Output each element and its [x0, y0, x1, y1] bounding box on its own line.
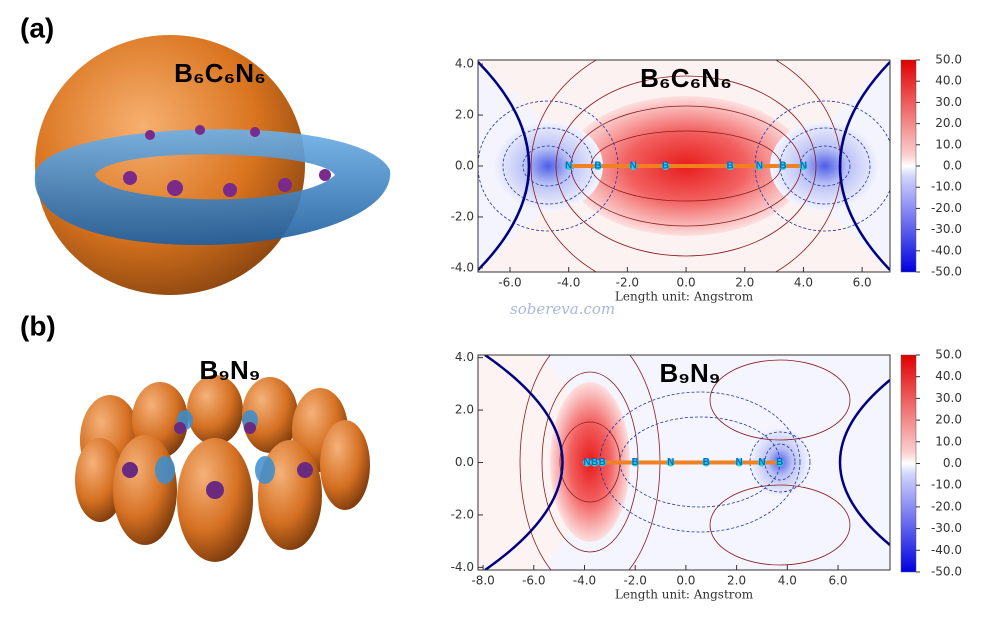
y-tick-label: 2.0 — [455, 108, 474, 122]
colorbar-tick-label: -20.0 — [931, 201, 962, 215]
colorbar-tick-label: 30.0 — [935, 95, 962, 109]
colorbar — [900, 59, 917, 273]
atom-label: B — [594, 161, 601, 172]
colorbar-tick-label: 40.0 — [935, 369, 962, 383]
map-title: B₆C₆N₆ — [640, 63, 732, 93]
atom-label: N — [583, 457, 590, 468]
atom-label: B — [776, 457, 783, 468]
x-tick-label: 4.0 — [778, 574, 797, 588]
atom — [564, 162, 573, 170]
colorbar-tick-label: -10.0 — [931, 180, 962, 194]
molecule-label: B₉N₉ — [200, 355, 261, 385]
colorbar-tick-label: -40.0 — [931, 543, 962, 557]
atom-label: N — [736, 457, 743, 468]
x-tick-label: 0.0 — [677, 276, 696, 290]
atom-label: N — [758, 457, 765, 468]
atom — [590, 458, 599, 467]
y-tick-label: 0.0 — [455, 159, 474, 173]
y-tick-label: -2.0 — [451, 507, 474, 521]
y-tick-label: 4.0 — [455, 57, 474, 71]
y-tick-label: 4.0 — [455, 350, 474, 364]
atom — [598, 458, 607, 467]
colorbar-tick-label: 0.0 — [943, 456, 962, 470]
atom-label: B — [779, 161, 786, 172]
atom — [666, 458, 675, 467]
atom — [778, 162, 787, 170]
x-tick-label: 6.0 — [828, 574, 847, 588]
x-tick-label: -6.0 — [498, 276, 521, 290]
y-tick-label: -4.0 — [451, 260, 474, 274]
atom-label: B — [703, 457, 710, 468]
x-tick-label: -2.0 — [623, 574, 646, 588]
colorbar-tick-label: -30.0 — [931, 222, 962, 236]
colorbar-tick-label: 0.0 — [943, 159, 962, 173]
isosurface-render — [34, 35, 391, 295]
x-axis-label: Length unit: Angstrom — [615, 290, 754, 304]
atom — [702, 458, 711, 467]
atom-label: N — [756, 161, 763, 172]
atom — [629, 162, 638, 170]
y-tick-label: 0.0 — [455, 455, 474, 469]
panel-label: (b) — [20, 310, 56, 341]
isosurface-render — [75, 375, 370, 562]
colorbar-tick-label: -50.0 — [931, 265, 962, 279]
colorbar-tick-label: 50.0 — [935, 348, 962, 362]
atom — [757, 458, 766, 467]
y-tick-label: -4.0 — [451, 560, 474, 574]
y-tick-label: -2.0 — [451, 209, 474, 223]
x-tick-label: 0.0 — [676, 574, 695, 588]
panel-label: (a) — [20, 12, 54, 43]
x-axis-label: Length unit: Angstrom — [615, 588, 754, 602]
x-tick-label: 6.0 — [853, 276, 872, 290]
atom-label: B — [591, 457, 598, 468]
atom-label: B — [599, 457, 606, 468]
atom-label: B — [726, 161, 733, 172]
atom — [799, 162, 808, 170]
x-tick-label: -8.0 — [471, 574, 494, 588]
x-tick-label: -6.0 — [522, 574, 545, 588]
atom — [583, 458, 592, 467]
atom — [594, 162, 603, 170]
colorbar-tick-label: 40.0 — [935, 74, 962, 88]
atom-label: B — [662, 161, 669, 172]
colorbar-tick-label: 30.0 — [935, 391, 962, 405]
x-tick-label: -2.0 — [616, 276, 639, 290]
map-title: B₉N₉ — [660, 358, 721, 388]
atom-label: B — [632, 457, 639, 468]
colorbar — [900, 354, 917, 573]
colorbar-tick-label: 20.0 — [935, 116, 962, 130]
atom-label: N — [630, 161, 637, 172]
colorbar-tick-label: -40.0 — [931, 243, 962, 257]
atom — [775, 458, 784, 467]
colorbar-tick-label: 10.0 — [935, 434, 962, 448]
atom-label: N — [565, 161, 572, 172]
x-tick-label: -4.0 — [573, 574, 596, 588]
colorbar-tick-label: 50.0 — [935, 53, 962, 67]
colorbar-tick-label: -30.0 — [931, 521, 962, 535]
atom — [735, 458, 744, 467]
x-tick-label: -4.0 — [557, 276, 580, 290]
atom — [755, 162, 764, 170]
x-tick-label: 2.0 — [735, 276, 754, 290]
atom-label: N — [800, 161, 807, 172]
colorbar-tick-label: -20.0 — [931, 499, 962, 513]
colorbar-tick-label: -10.0 — [931, 478, 962, 492]
colorbar-tick-label: 10.0 — [935, 137, 962, 151]
watermark: sobereva.com — [510, 300, 615, 318]
colorbar-tick-label: -50.0 — [931, 565, 962, 579]
atom — [661, 162, 670, 170]
molecule-label: B₆C₆N₆ — [174, 58, 266, 88]
atom — [631, 458, 640, 467]
y-tick-label: 2.0 — [455, 403, 474, 417]
colorbar-tick-label: 20.0 — [935, 413, 962, 427]
x-tick-label: 4.0 — [794, 276, 813, 290]
atom-label: N — [667, 457, 674, 468]
atom — [726, 162, 735, 170]
x-tick-label: 2.0 — [727, 574, 746, 588]
